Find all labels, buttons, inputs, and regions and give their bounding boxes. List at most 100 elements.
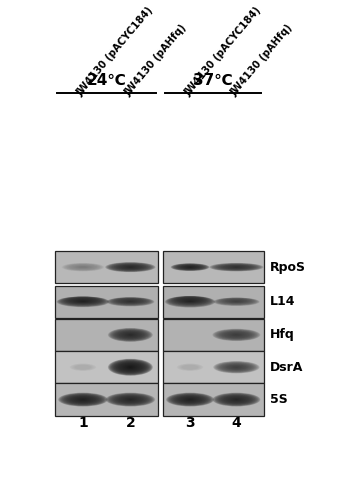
Ellipse shape <box>109 298 152 306</box>
Bar <box>163 318 263 351</box>
Ellipse shape <box>215 362 258 373</box>
Ellipse shape <box>63 297 103 305</box>
Ellipse shape <box>109 394 151 406</box>
Ellipse shape <box>172 394 208 405</box>
Ellipse shape <box>175 264 205 270</box>
Ellipse shape <box>60 296 106 306</box>
Bar <box>55 286 158 318</box>
Ellipse shape <box>215 394 258 406</box>
Text: 37℃: 37℃ <box>193 72 233 88</box>
Ellipse shape <box>209 263 263 272</box>
Ellipse shape <box>58 296 108 306</box>
Ellipse shape <box>63 394 103 405</box>
Bar <box>55 384 158 416</box>
Ellipse shape <box>113 360 148 374</box>
Ellipse shape <box>214 298 259 306</box>
Ellipse shape <box>111 360 150 374</box>
Ellipse shape <box>110 263 151 271</box>
Ellipse shape <box>109 394 152 406</box>
Ellipse shape <box>212 328 260 341</box>
Ellipse shape <box>165 296 215 308</box>
Ellipse shape <box>62 297 104 306</box>
Ellipse shape <box>213 264 260 270</box>
Ellipse shape <box>169 394 211 406</box>
Bar <box>55 318 158 351</box>
Ellipse shape <box>214 361 259 373</box>
Ellipse shape <box>166 296 214 307</box>
Ellipse shape <box>108 359 153 376</box>
Ellipse shape <box>110 328 151 342</box>
Ellipse shape <box>113 361 147 374</box>
Ellipse shape <box>212 264 261 271</box>
Ellipse shape <box>105 392 155 406</box>
Ellipse shape <box>109 263 152 272</box>
Ellipse shape <box>172 394 209 405</box>
Ellipse shape <box>212 392 260 406</box>
Text: Hfq: Hfq <box>270 328 294 342</box>
Ellipse shape <box>172 264 208 271</box>
Ellipse shape <box>215 362 257 373</box>
Ellipse shape <box>171 264 209 271</box>
Ellipse shape <box>59 296 107 306</box>
Ellipse shape <box>170 296 210 306</box>
Ellipse shape <box>216 394 256 406</box>
Ellipse shape <box>61 296 105 306</box>
Ellipse shape <box>111 360 150 374</box>
Text: JW4130 (pAHfq): JW4130 (pAHfq) <box>229 23 294 99</box>
Bar <box>163 384 263 416</box>
Ellipse shape <box>215 330 258 340</box>
Ellipse shape <box>175 264 205 270</box>
Ellipse shape <box>62 394 104 406</box>
Ellipse shape <box>214 329 259 340</box>
Bar <box>55 251 158 284</box>
Ellipse shape <box>57 296 109 307</box>
Ellipse shape <box>166 392 214 406</box>
Ellipse shape <box>167 393 213 406</box>
Ellipse shape <box>61 394 105 406</box>
Text: 4: 4 <box>231 416 241 430</box>
Ellipse shape <box>171 394 209 405</box>
Ellipse shape <box>167 296 213 306</box>
Text: 2: 2 <box>126 416 135 430</box>
Ellipse shape <box>109 359 152 376</box>
Ellipse shape <box>213 361 260 374</box>
Ellipse shape <box>112 394 149 405</box>
Ellipse shape <box>108 393 153 406</box>
Ellipse shape <box>216 362 257 372</box>
Bar <box>163 286 263 318</box>
Ellipse shape <box>108 298 153 306</box>
Ellipse shape <box>213 264 260 271</box>
Ellipse shape <box>60 393 106 406</box>
Ellipse shape <box>112 330 148 340</box>
Ellipse shape <box>112 360 149 374</box>
Ellipse shape <box>112 360 148 374</box>
Ellipse shape <box>106 393 155 406</box>
Bar <box>163 251 263 284</box>
Ellipse shape <box>109 298 151 306</box>
Ellipse shape <box>214 393 259 406</box>
Ellipse shape <box>171 296 209 306</box>
Ellipse shape <box>108 263 152 272</box>
Ellipse shape <box>106 297 155 306</box>
Ellipse shape <box>168 296 212 306</box>
Ellipse shape <box>58 392 108 406</box>
Ellipse shape <box>214 264 259 270</box>
Ellipse shape <box>211 263 261 271</box>
Ellipse shape <box>166 296 215 308</box>
Text: JW4130 (pACYC184): JW4130 (pACYC184) <box>182 6 263 98</box>
Ellipse shape <box>169 394 211 406</box>
Ellipse shape <box>215 330 258 340</box>
Ellipse shape <box>57 296 109 307</box>
Ellipse shape <box>215 298 258 306</box>
Text: JW4130 (pACYC184): JW4130 (pACYC184) <box>75 6 156 98</box>
Ellipse shape <box>167 296 213 307</box>
Ellipse shape <box>107 262 154 272</box>
Ellipse shape <box>109 359 152 376</box>
Ellipse shape <box>108 394 153 406</box>
Ellipse shape <box>106 262 155 272</box>
Text: 5S: 5S <box>270 393 287 406</box>
Ellipse shape <box>111 298 150 305</box>
Ellipse shape <box>111 394 150 405</box>
Ellipse shape <box>215 298 257 306</box>
Text: RpoS: RpoS <box>270 260 306 274</box>
